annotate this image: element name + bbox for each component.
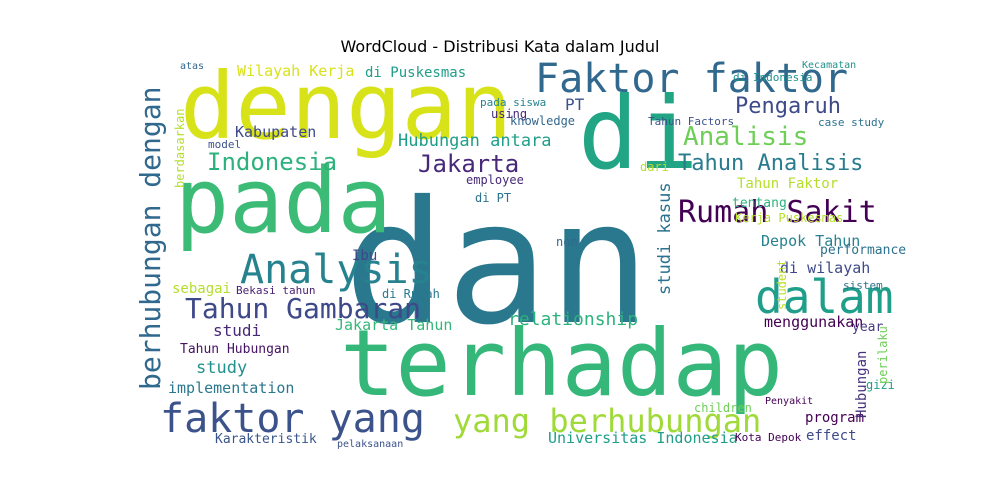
wordcloud-word: dalam — [755, 270, 893, 324]
wordcloud-word: sebagai — [172, 281, 231, 297]
wordcloud-word: tentang — [732, 196, 787, 211]
wordcloud-word: model — [208, 138, 241, 151]
wordcloud-word: pada siswa — [480, 96, 546, 109]
wordcloud-word: dari — [640, 160, 669, 174]
wordcloud-word: Tahun Analisis — [678, 151, 863, 176]
wordcloud-word: Hubungan — [854, 351, 870, 418]
wordcloud-word: children — [694, 401, 752, 415]
wordcloud-word: non — [556, 235, 578, 249]
wordcloud-word: performance — [820, 243, 906, 258]
chart-title: WordCloud - Distribusi Kata dalam Judul — [341, 37, 660, 56]
wordcloud-word: Indonesia — [207, 148, 337, 176]
wordcloud-word: Rumah Sakit — [678, 195, 877, 230]
wordcloud-word: using — [491, 107, 527, 121]
wordcloud-word: atas — [180, 61, 204, 72]
wordcloud-word: year — [852, 320, 883, 335]
wordcloud-word: dengan — [180, 53, 512, 160]
wordcloud-word: Penyakit — [765, 396, 813, 407]
wordcloud-word: Tahun Hubungan — [180, 342, 290, 357]
wordcloud-word: di Puskesmas — [365, 65, 466, 81]
wordcloud-word: Jakarta Tahun — [335, 316, 452, 334]
wordcloud-word: perilaku — [876, 326, 890, 384]
wordcloud-word: study — [196, 358, 247, 378]
wordcloud-word: PT — [565, 95, 585, 114]
wordcloud-word: di — [578, 75, 698, 192]
wordcloud-word: Jakarta — [418, 150, 519, 178]
wordcloud-word: di wilayah — [780, 259, 870, 277]
wordcloud-word: Pengaruh — [735, 94, 841, 119]
wordcloud-word: Bekasi tahun — [236, 284, 315, 297]
wordcloud-word: berdasarkan — [173, 109, 187, 188]
wordcloud-word: Analisis — [683, 122, 808, 152]
wordcloud-word: effect — [806, 428, 857, 444]
wordcloud-word: pelaksanaan — [337, 439, 403, 450]
wordcloud-word: yang berhubungan — [453, 402, 761, 440]
wordcloud-word: studi kasus — [655, 182, 675, 295]
wordcloud-word: Universitas Indonesia — [548, 429, 738, 447]
wordcloud-word: Tahun Faktor — [737, 176, 838, 192]
wordcloud-word: case study — [818, 116, 885, 129]
wordcloud-word: employee — [466, 173, 524, 187]
wordcloud-word: Kerja Puskesmas — [735, 211, 843, 225]
wordcloud-word: pada — [175, 149, 392, 254]
wordcloud-word: Tahun Gambaran — [185, 292, 421, 325]
wordcloud-word: Depok Tahun — [761, 232, 860, 250]
wordcloud-word: menggunakan — [764, 313, 863, 331]
wordcloud-word: faktor yang — [160, 396, 425, 442]
wordcloud-word: berhubungan dengan — [134, 87, 167, 390]
wordcloud-word: relationship — [508, 309, 638, 330]
wordcloud-word: Wilayah Kerja — [237, 62, 354, 80]
wordcloud-word: Kecamatan — [802, 60, 856, 71]
wordcloud-word: Ibu — [352, 248, 377, 264]
wordcloud-word: knowledge — [510, 114, 575, 128]
wordcloud-word: student — [775, 259, 789, 310]
wordcloud-word: Karakteristik — [215, 432, 317, 447]
wordcloud-word: Faktor faktor — [535, 56, 848, 102]
wordcloud-word: di PT — [475, 191, 511, 205]
wordcloud-word: studi — [213, 321, 261, 340]
wordcloud-word: gizi — [866, 378, 895, 392]
wordcloud-word: Kabupaten — [235, 123, 316, 141]
wordcloud-word: dan — [343, 165, 650, 363]
wordcloud-word: Kota Depok — [735, 431, 802, 444]
wordcloud-word: di Rumah — [382, 287, 440, 301]
wordcloud-word: Tahun Factors — [648, 115, 734, 128]
wordcloud-word: di Indonesia — [733, 71, 812, 84]
wordcloud-word: implementation — [168, 379, 294, 397]
wordcloud-word: program — [805, 410, 864, 426]
wordcloud-word: Analysis — [240, 247, 433, 293]
wordcloud-word: terhadap — [340, 310, 783, 417]
wordcloud-canvas — [125, 62, 902, 447]
wordcloud-word: sistem — [843, 279, 883, 292]
wordcloud-word: Hubungan antara — [398, 131, 552, 151]
